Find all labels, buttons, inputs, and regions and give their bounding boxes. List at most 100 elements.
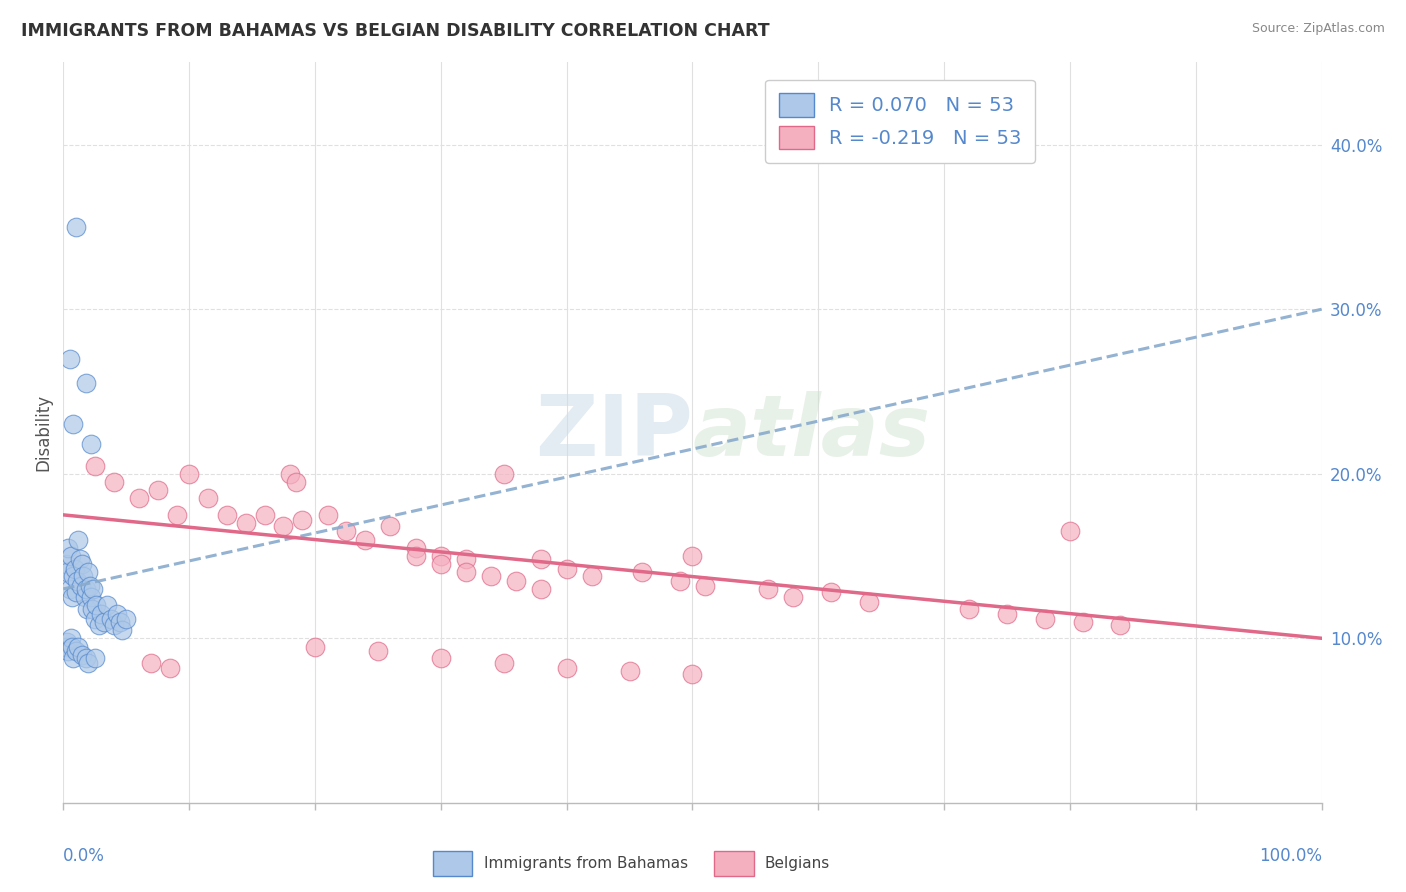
- Point: [77, 656, 100, 670]
- Point: [77, 566, 100, 580]
- Point: [65, 585, 87, 599]
- Legend: R = 0.070   N = 53, R = -0.219   N = 53: R = 0.070 N = 53, R = -0.219 N = 53: [765, 79, 1035, 163]
- Point: [316, 508, 339, 522]
- Text: atlas: atlas: [692, 391, 931, 475]
- Point: [67, 640, 90, 654]
- Point: [681, 549, 703, 563]
- Text: 0.0%: 0.0%: [63, 847, 105, 865]
- Point: [65, 644, 87, 658]
- Point: [159, 661, 181, 675]
- Point: [108, 615, 131, 629]
- Point: [995, 607, 1018, 621]
- Point: [555, 661, 578, 675]
- Point: [58, 644, 80, 658]
- Point: [128, 491, 150, 506]
- Point: [90, 607, 112, 621]
- Point: [197, 491, 219, 506]
- Point: [82, 601, 104, 615]
- Point: [858, 595, 880, 609]
- Point: [273, 519, 295, 533]
- Point: [681, 667, 703, 681]
- Point: [55, 640, 77, 654]
- Point: [67, 533, 90, 547]
- Point: [492, 656, 515, 670]
- Point: [619, 664, 641, 678]
- Point: [492, 467, 515, 481]
- Point: [115, 611, 138, 625]
- Point: [479, 568, 502, 582]
- Point: [59, 632, 82, 646]
- Point: [304, 640, 326, 654]
- Point: [253, 508, 276, 522]
- Point: [70, 579, 93, 593]
- Text: 100.0%: 100.0%: [1258, 847, 1322, 865]
- Point: [70, 558, 93, 572]
- Point: [111, 623, 134, 637]
- Point: [782, 590, 804, 604]
- Point: [76, 601, 98, 615]
- Point: [454, 552, 477, 566]
- Point: [70, 648, 93, 662]
- Point: [75, 582, 97, 596]
- Point: [354, 533, 377, 547]
- Point: [1109, 618, 1132, 632]
- Point: [278, 467, 301, 481]
- Point: [820, 585, 842, 599]
- Point: [1059, 524, 1081, 539]
- Point: [235, 516, 257, 530]
- Text: Belgians: Belgians: [765, 856, 830, 871]
- Point: [75, 376, 97, 391]
- Point: [58, 582, 80, 596]
- Point: [96, 599, 118, 613]
- Point: [380, 519, 402, 533]
- Point: [100, 611, 122, 625]
- Point: [58, 351, 80, 366]
- Point: [83, 611, 105, 625]
- Point: [83, 651, 105, 665]
- Point: [60, 590, 83, 604]
- Point: [66, 574, 89, 588]
- Point: [87, 618, 110, 632]
- Point: [335, 524, 357, 539]
- Point: [80, 437, 103, 451]
- Point: [177, 467, 200, 481]
- Point: [430, 549, 453, 563]
- Point: [55, 558, 77, 572]
- Point: [65, 219, 87, 234]
- Point: [103, 475, 125, 489]
- Point: [103, 618, 125, 632]
- Point: [62, 417, 84, 432]
- Point: [83, 458, 105, 473]
- Point: [60, 640, 83, 654]
- Point: [105, 607, 128, 621]
- Point: [58, 541, 80, 555]
- Point: [63, 562, 86, 576]
- Point: [84, 599, 107, 613]
- Y-axis label: Disability: Disability: [34, 394, 52, 471]
- Point: [367, 644, 389, 658]
- Point: [1071, 615, 1094, 629]
- Point: [72, 568, 94, 582]
- Point: [1033, 611, 1056, 625]
- Bar: [714, 851, 754, 876]
- Point: [79, 579, 101, 593]
- Point: [215, 508, 238, 522]
- Point: [62, 568, 84, 582]
- Point: [631, 566, 654, 580]
- Point: [62, 651, 84, 665]
- Point: [430, 558, 453, 572]
- Point: [505, 574, 527, 588]
- Point: [141, 656, 163, 670]
- Point: [405, 541, 427, 555]
- Point: [693, 579, 716, 593]
- Point: [59, 549, 82, 563]
- Point: [530, 552, 553, 566]
- Point: [69, 552, 91, 566]
- Point: [75, 651, 97, 665]
- Point: [454, 566, 477, 580]
- Text: Source: ZipAtlas.com: Source: ZipAtlas.com: [1251, 22, 1385, 36]
- Point: [530, 582, 553, 596]
- Bar: [433, 851, 472, 876]
- Point: [93, 615, 115, 629]
- Point: [56, 566, 79, 580]
